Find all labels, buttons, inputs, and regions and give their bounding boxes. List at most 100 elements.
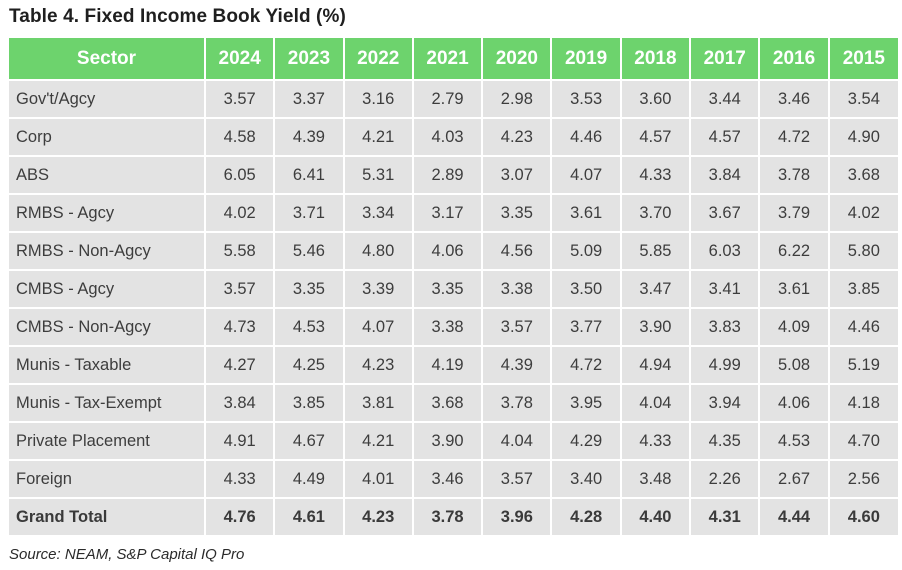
yield-cell: 5.58 xyxy=(205,232,276,271)
yield-cell: 5.19 xyxy=(828,346,898,385)
yield-cell: 4.44 xyxy=(759,498,830,537)
table-header: Sector 2024 2023 2022 2021 2020 2019 2018 2017 20… xyxy=(9,38,898,81)
sector-cell: Foreign xyxy=(9,460,206,499)
yield-cell: 3.68 xyxy=(828,156,898,195)
column-header-year: 2024 xyxy=(205,38,276,81)
yield-cell: 3.85 xyxy=(828,270,898,309)
table-row: Private Placement 4.91 4.67 4.21 3.90 4.04 4.2… xyxy=(9,422,898,461)
yield-cell: 5.31 xyxy=(343,156,414,195)
yield-cell: 4.33 xyxy=(205,460,276,499)
yield-cell: 5.85 xyxy=(620,232,692,271)
sector-cell: Munis - Tax-Exempt xyxy=(9,384,206,423)
sector-cell: RMBS - Agcy xyxy=(9,194,206,233)
yield-cell: 3.71 xyxy=(274,194,345,233)
yield-cell: 3.61 xyxy=(759,270,830,309)
yield-cell: 3.35 xyxy=(274,270,345,309)
yield-cell: 3.78 xyxy=(412,498,484,537)
yield-cell: 3.61 xyxy=(551,194,622,233)
yield-cell: 3.79 xyxy=(759,194,830,233)
yield-cell: 2.67 xyxy=(759,460,830,499)
yield-cell: 3.41 xyxy=(690,270,761,309)
yield-cell: 4.33 xyxy=(620,422,692,461)
yield-cell: 4.57 xyxy=(690,118,761,157)
header-row: Sector 2024 2023 2022 2021 2020 2019 2018 2017 20… xyxy=(9,38,898,81)
yield-cell: 3.35 xyxy=(412,270,484,309)
yield-cell: 4.19 xyxy=(412,346,484,385)
yield-cell: 4.04 xyxy=(482,422,553,461)
column-header-year: 2016 xyxy=(759,38,830,81)
yield-cell: 4.49 xyxy=(274,460,345,499)
yield-cell: 5.80 xyxy=(828,232,898,271)
yield-cell: 5.09 xyxy=(551,232,622,271)
yield-cell: 3.84 xyxy=(205,384,276,423)
column-header-year: 2023 xyxy=(274,38,345,81)
yield-cell: 3.07 xyxy=(482,156,553,195)
yield-cell: 3.38 xyxy=(482,270,553,309)
yield-cell: 4.23 xyxy=(343,346,414,385)
yield-cell: 3.17 xyxy=(412,194,484,233)
yield-cell: 2.56 xyxy=(828,460,898,499)
yield-cell: 6.05 xyxy=(205,156,276,195)
yield-cell: 3.57 xyxy=(205,80,276,119)
yield-cell: 3.48 xyxy=(620,460,692,499)
yield-cell: 4.04 xyxy=(620,384,692,423)
table-title: Table 4. Fixed Income Book Yield (%) xyxy=(9,6,346,27)
yield-cell: 3.77 xyxy=(551,308,622,347)
yield-cell: 3.40 xyxy=(551,460,622,499)
yield-cell: 2.79 xyxy=(412,80,484,119)
yield-cell: 4.29 xyxy=(551,422,622,461)
yield-cell: 3.53 xyxy=(551,80,622,119)
sector-cell: CMBS - Agcy xyxy=(9,270,206,309)
yield-cell: 4.33 xyxy=(620,156,692,195)
sector-cell: Corp xyxy=(9,118,206,157)
column-header-year: 2021 xyxy=(412,38,484,81)
yield-cell: 4.23 xyxy=(343,498,414,537)
table-row: RMBS - Non-Agcy 5.58 5.46 4.80 4.06 4.56 5.09 5… xyxy=(9,232,898,271)
column-header-year: 2022 xyxy=(343,38,414,81)
yield-cell: 4.40 xyxy=(620,498,692,537)
yield-cell: 4.02 xyxy=(205,194,276,233)
yield-cell: 3.57 xyxy=(482,308,553,347)
yield-cell: 4.73 xyxy=(205,308,276,347)
yield-cell: 4.46 xyxy=(828,308,898,347)
source-note: Source: NEAM, S&P Capital IQ Pro xyxy=(9,546,245,563)
yield-cell: 4.06 xyxy=(412,232,484,271)
yield-cell: 4.35 xyxy=(690,422,761,461)
column-header-year: 2019 xyxy=(551,38,622,81)
yield-cell: 4.21 xyxy=(343,118,414,157)
yield-cell: 3.39 xyxy=(343,270,414,309)
yield-cell: 3.78 xyxy=(759,156,830,195)
yield-cell: 3.44 xyxy=(690,80,761,119)
yield-cell: 4.53 xyxy=(759,422,830,461)
yield-cell: 4.18 xyxy=(828,384,898,423)
yield-cell: 4.07 xyxy=(551,156,622,195)
yield-cell: 3.35 xyxy=(482,194,553,233)
table-row: Foreign 4.33 4.49 4.01 3.46 3.57 3.40 3.48 2.26 2… xyxy=(9,460,898,499)
yield-cell: 3.34 xyxy=(343,194,414,233)
yield-cell: 4.39 xyxy=(274,118,345,157)
sector-cell: ABS xyxy=(9,156,206,195)
yield-cell: 4.31 xyxy=(690,498,761,537)
yield-cell: 4.03 xyxy=(412,118,484,157)
yield-cell: 3.60 xyxy=(620,80,692,119)
table-row: Gov't/Agcy 3.57 3.37 3.16 2.79 2.98 3.53 3.60 3.… xyxy=(9,80,898,119)
sector-cell: Grand Total xyxy=(9,498,206,537)
grand-total-row: Grand Total 4.76 4.61 4.23 3.78 3.96 4.28 4.40 4… xyxy=(9,498,898,537)
column-header-year: 2018 xyxy=(620,38,692,81)
yield-cell: 4.23 xyxy=(482,118,553,157)
yield-cell: 4.53 xyxy=(274,308,345,347)
yield-cell: 4.61 xyxy=(274,498,345,537)
yield-cell: 3.78 xyxy=(482,384,553,423)
yield-cell: 3.37 xyxy=(274,80,345,119)
yield-cell: 4.60 xyxy=(828,498,898,537)
column-header-year: 2017 xyxy=(690,38,761,81)
yield-cell: 4.25 xyxy=(274,346,345,385)
yield-cell: 6.03 xyxy=(690,232,761,271)
column-header-sector: Sector xyxy=(9,38,206,81)
table-row: RMBS - Agcy 4.02 3.71 3.34 3.17 3.35 3.61 3.70 3… xyxy=(9,194,898,233)
yield-cell: 4.94 xyxy=(620,346,692,385)
yield-cell: 3.90 xyxy=(412,422,484,461)
table-row: ABS 6.05 6.41 5.31 2.89 3.07 4.07 4.33 3.84 3.78 3… xyxy=(9,156,898,195)
yield-cell: 4.91 xyxy=(205,422,276,461)
yield-cell: 5.46 xyxy=(274,232,345,271)
